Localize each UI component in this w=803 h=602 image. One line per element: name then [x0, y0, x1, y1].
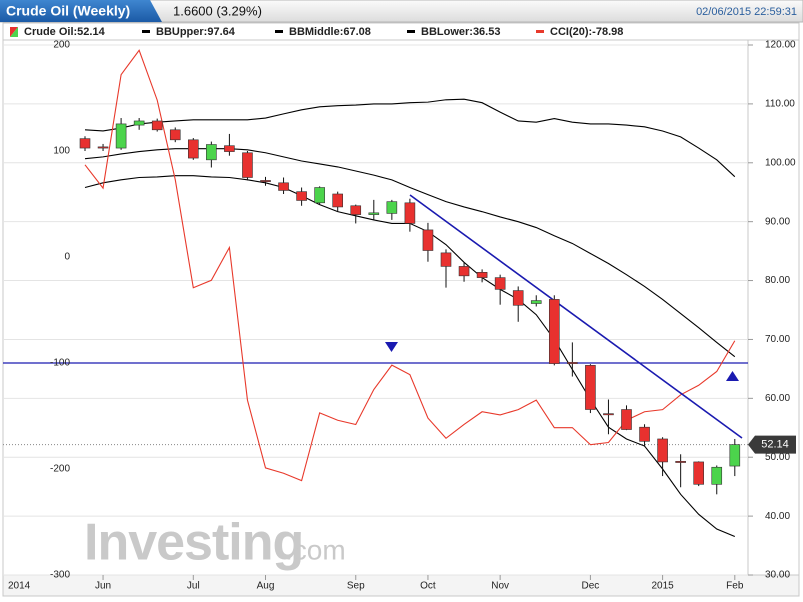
candle-body	[711, 466, 723, 485]
y2-tick-label: 110.00	[765, 99, 795, 110]
y-tick-label: -100	[50, 358, 70, 369]
x-tick-label: Feb	[726, 581, 744, 592]
candle-body	[332, 193, 344, 208]
legend-icon	[10, 27, 18, 37]
x-tick-label: Jul	[187, 581, 200, 592]
y2-tick-label: 40.00	[765, 511, 790, 522]
y2-tick-label: 80.00	[765, 275, 790, 286]
candle-body	[404, 202, 416, 224]
candle-body	[603, 413, 614, 416]
candle-body	[675, 461, 686, 463]
candle-body	[386, 201, 398, 214]
candle-body	[567, 362, 578, 364]
last-price-label: 52.14	[761, 439, 789, 451]
x-start-label: 2014	[8, 581, 31, 592]
y2-tick-label: 70.00	[765, 334, 790, 345]
last-price-box	[748, 435, 796, 454]
candle-body	[476, 272, 488, 278]
candle-body	[169, 129, 181, 141]
candle-body	[368, 212, 380, 215]
candle-body	[621, 409, 632, 430]
candle-body	[350, 205, 362, 215]
up-marker	[726, 371, 739, 381]
candle-body	[585, 365, 596, 410]
candle-body	[296, 191, 307, 201]
legend-label: BBUpper:97.64	[156, 26, 236, 38]
candle-body	[512, 290, 524, 306]
candle-body	[224, 145, 235, 152]
legend-label: BBLower:36.53	[421, 26, 500, 38]
down-marker	[385, 342, 398, 352]
candle-body	[260, 180, 271, 182]
header-bar	[0, 0, 803, 23]
candle-body	[206, 144, 217, 161]
candle-body	[97, 146, 109, 149]
x-tick-label: Nov	[491, 581, 509, 592]
candle-body	[729, 444, 741, 467]
y2-tick-label: 60.00	[765, 393, 790, 404]
x-tick-label: 2015	[651, 581, 674, 592]
y-tick-label: 100	[53, 146, 70, 157]
axis-labels: 120.00 110.00 100.00 90.00 80.00 70.00 60.00 50…	[50, 40, 796, 592]
candle-body	[79, 138, 91, 149]
grid	[3, 44, 748, 576]
candle-body	[494, 277, 506, 290]
y-tick-label: -200	[50, 464, 70, 475]
y-tick-label: 200	[53, 40, 70, 51]
legend-label: Crude Oil:52.14	[24, 26, 106, 38]
legend-label: CCI(20):-78.98	[550, 26, 623, 38]
legend-bar	[2, 22, 800, 41]
y2-tick-label: 120.00	[765, 40, 796, 51]
indicator-line	[84, 98, 736, 178]
candle-body	[188, 139, 199, 159]
plot-frame	[2, 39, 800, 576]
candle-body	[548, 299, 560, 364]
y-tick-label: -300	[50, 570, 70, 581]
candle-body	[133, 120, 145, 126]
x-tick-label: Sep	[347, 581, 365, 592]
y2-tick-label: 30.00	[765, 570, 790, 581]
y2-tick-label: 50.00	[765, 452, 790, 463]
chart-title: Crude Oil (Weekly)	[6, 3, 130, 19]
y-tick-label: 0	[64, 252, 70, 263]
watermark-suffix: .com	[285, 534, 346, 565]
y2-tick-label: 100.00	[765, 157, 796, 168]
candles	[79, 118, 741, 495]
candle-body	[422, 229, 434, 251]
timestamp: 02/06/2015 22:59:31	[696, 6, 797, 18]
candle-body	[314, 187, 325, 204]
trend-line	[409, 194, 743, 439]
x-tick-label: Jun	[95, 581, 111, 592]
candle-body	[639, 426, 650, 442]
candle-body	[151, 120, 163, 131]
title-tab	[0, 0, 162, 22]
legend: Crude Oil:52.14 BBUpper:97.64 BBMiddle:67.…	[10, 26, 623, 38]
watermark-brand: Investing	[84, 514, 303, 572]
candle-body	[278, 182, 289, 191]
legend-label: BBMiddle:67.08	[289, 26, 371, 38]
x-tick-label: Dec	[582, 581, 600, 592]
candle-body	[440, 252, 452, 267]
legend-icon	[142, 30, 150, 33]
price-change: 1.6600 (3.29%)	[173, 3, 262, 18]
candle-body	[458, 266, 470, 277]
y2-tick-label: 90.00	[765, 216, 790, 227]
x-tick-label: Oct	[420, 581, 436, 592]
legend-icon	[407, 30, 415, 33]
candle-body	[657, 438, 668, 463]
candle-body	[693, 461, 705, 485]
legend-icon	[275, 30, 283, 33]
x-tick-label: Aug	[257, 581, 275, 592]
candle-body	[115, 123, 127, 149]
x-axis-strip	[2, 574, 800, 597]
candle-body	[242, 152, 253, 178]
candle-body	[530, 300, 542, 304]
legend-icon	[536, 30, 544, 33]
